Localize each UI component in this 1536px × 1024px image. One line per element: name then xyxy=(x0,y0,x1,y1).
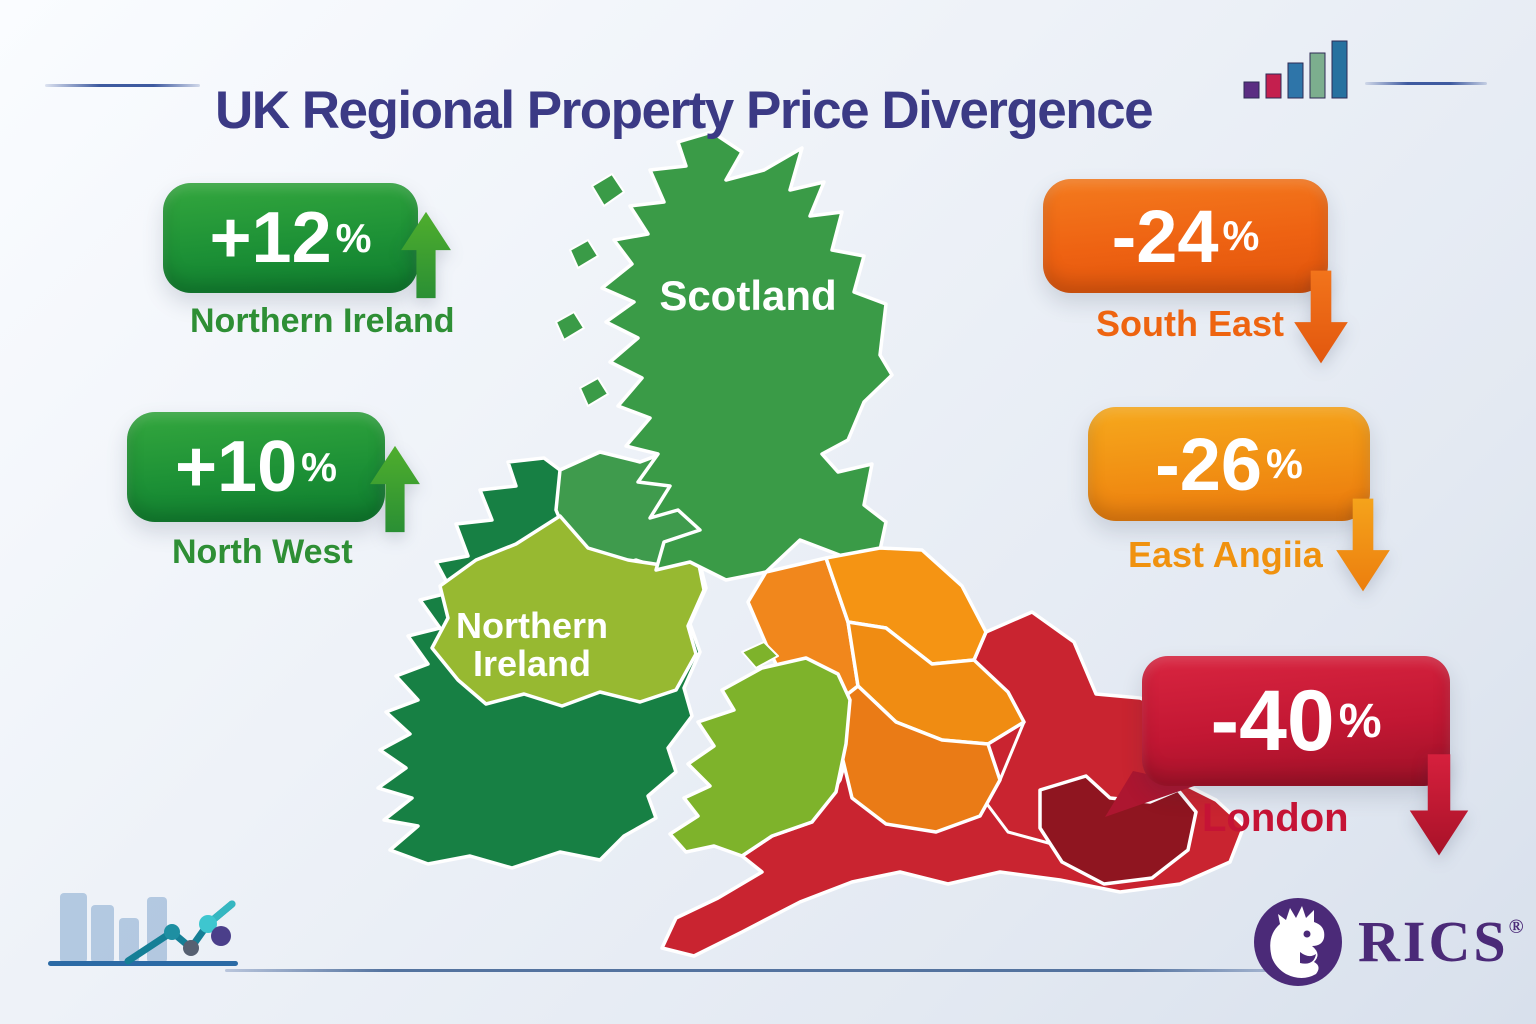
stat-value: -40 xyxy=(1210,672,1335,769)
footer-rule xyxy=(225,969,1292,972)
registered-mark: ® xyxy=(1508,916,1524,938)
stat-value: -24 xyxy=(1111,194,1219,278)
map-region-wales xyxy=(668,656,852,858)
up-arrow-icon xyxy=(370,445,420,533)
map-label-northern-ireland-line1: Northern xyxy=(456,605,608,646)
data-point-gray xyxy=(183,940,199,956)
percent-sign: % xyxy=(1222,212,1260,259)
stat-value: -26 xyxy=(1155,422,1263,506)
bar-chart-icon xyxy=(1243,40,1348,99)
stat-label-east-anglia: East Angiia xyxy=(1128,534,1323,575)
down-arrow-icon xyxy=(1336,498,1390,592)
stat-value: +10 xyxy=(175,427,298,507)
map-region-northern-ireland xyxy=(430,514,706,708)
percent-sign: % xyxy=(1266,440,1303,487)
page-title: UK Regional Property Price Divergence xyxy=(215,80,1154,140)
map-label-northern-ireland-line2: Ireland xyxy=(473,643,591,684)
stat-label-south-east: South East xyxy=(1096,303,1285,344)
map-label-scotland: Scotland xyxy=(659,272,836,319)
brand-name: RICS xyxy=(1358,909,1509,974)
map-subregion-borders xyxy=(982,721,1053,846)
title-rule-right xyxy=(1365,82,1487,85)
stat-label-northern-ireland: Northern Ireland xyxy=(190,302,455,340)
percent-sign: % xyxy=(301,443,337,490)
rics-logo: RICS® xyxy=(1252,896,1524,988)
percent-sign: % xyxy=(335,214,372,261)
up-arrow-icon xyxy=(401,211,451,299)
lion-icon xyxy=(1254,898,1342,986)
stat-pill-north-west: +10% xyxy=(127,412,385,522)
trend-chart-decoration xyxy=(48,893,238,966)
percent-sign: % xyxy=(1338,694,1382,748)
chart-baseline xyxy=(48,961,238,966)
stat-value: +12 xyxy=(209,198,332,278)
data-point-cyan xyxy=(199,915,217,933)
rics-wordmark: RICS® xyxy=(1358,913,1524,971)
stat-label-north-west: North West xyxy=(172,533,353,571)
stat-pill-london: -40% xyxy=(1142,656,1450,786)
stat-label-london: London xyxy=(1202,796,1349,840)
map-region-scotland xyxy=(600,130,894,582)
stat-pill-south-east: -24% xyxy=(1043,179,1328,293)
map-region-london xyxy=(1038,774,1198,886)
down-arrow-icon xyxy=(1294,270,1348,364)
stat-pill-east-anglia: -26% xyxy=(1088,407,1370,521)
data-point-teal xyxy=(164,924,180,940)
map-islands-hebrides xyxy=(555,173,625,407)
data-point-purple xyxy=(211,926,231,946)
stat-pill-northern-ireland: +12% xyxy=(163,183,418,293)
down-arrow-icon xyxy=(1409,754,1469,856)
title-rule-left xyxy=(45,84,200,87)
map-island-anglesey xyxy=(741,641,779,669)
